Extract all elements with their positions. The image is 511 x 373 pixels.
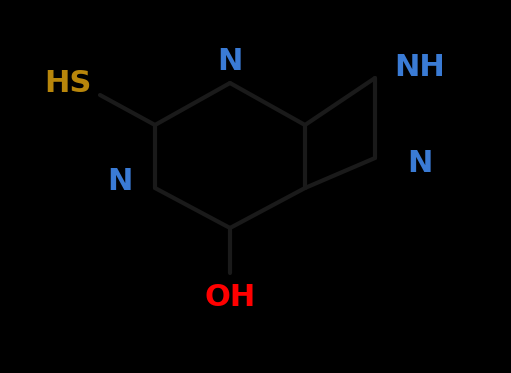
Text: HS: HS bbox=[44, 69, 91, 97]
Text: OH: OH bbox=[204, 283, 256, 313]
Text: N: N bbox=[217, 47, 243, 75]
Text: N: N bbox=[407, 148, 433, 178]
Text: N: N bbox=[107, 166, 133, 195]
Text: NH: NH bbox=[394, 53, 446, 82]
